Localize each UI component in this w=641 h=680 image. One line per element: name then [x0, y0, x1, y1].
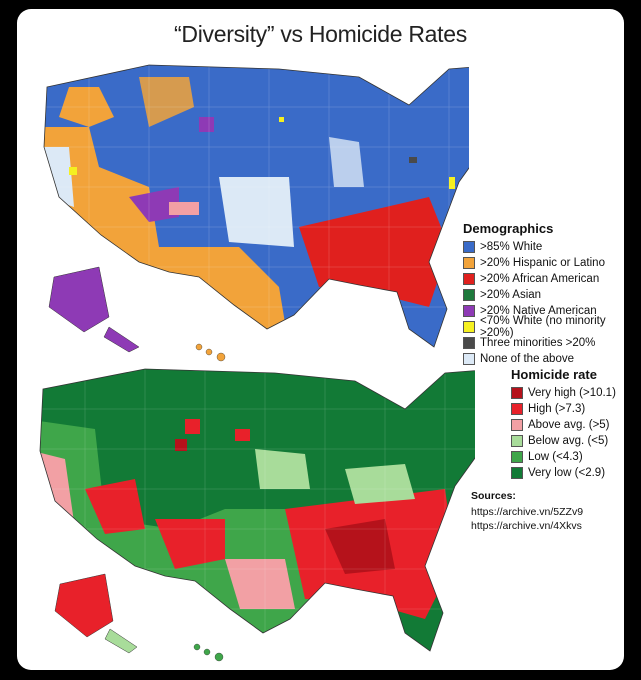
infographic-card: “Diversity” vs Homicide Rates — [17, 9, 624, 670]
legend-swatch — [511, 451, 523, 463]
legend-label: >85% White — [480, 241, 543, 253]
legend-row: >20% Native American — [463, 303, 624, 319]
page-title: “Diversity” vs Homicide Rates — [174, 21, 467, 47]
legend-label: >20% Asian — [480, 289, 542, 301]
legend-swatch — [511, 467, 523, 479]
legend-row: >20% Asian — [463, 287, 624, 303]
legend-label: High (>7.3) — [528, 403, 586, 415]
legend-label: >20% Native American — [480, 305, 597, 317]
legend-swatch — [463, 273, 475, 285]
legend-swatch — [511, 419, 523, 431]
legend-label: Three minorities >20% — [480, 337, 596, 349]
demographics-legend: Demographics >85% White >20% Hispanic or… — [463, 221, 624, 367]
hawaii-shape-homicide — [193, 643, 224, 662]
legend-row: Low (<4.3) — [511, 449, 616, 465]
legend-swatch — [463, 241, 475, 253]
legend-swatch — [463, 321, 475, 333]
legend-row: Very high (>10.1) — [511, 385, 616, 401]
legend-swatch — [463, 257, 475, 269]
homicide-map — [39, 368, 475, 662]
source-link[interactable]: https://archive.vn/5ZZv9 — [471, 506, 584, 518]
legend-swatch — [463, 353, 475, 365]
alaska-shape — [48, 266, 110, 333]
homicide-legend-heading: Homicide rate — [511, 367, 597, 382]
legend-label: >20% Hispanic or Latino — [480, 257, 605, 269]
legend-label: Above avg. (>5) — [528, 419, 610, 431]
legend-row: Below avg. (<5) — [511, 433, 616, 449]
legend-row: None of the above — [463, 351, 624, 367]
demographics-legend-heading: Demographics — [463, 221, 554, 236]
sources-heading: Sources: — [471, 490, 516, 502]
legend-row: >85% White — [463, 239, 624, 255]
legend-label: >20% African American — [480, 273, 600, 285]
legend-swatch — [511, 387, 523, 399]
homicide-legend: Homicide rate Very high (>10.1) High (>7… — [511, 367, 616, 481]
legend-swatch — [511, 403, 523, 415]
sources-block: Sources: https://archive.vn/5ZZv9 https:… — [471, 489, 583, 533]
hawaii-shape — [195, 343, 226, 362]
legend-label: Low (<4.3) — [528, 451, 583, 463]
legend-swatch — [511, 435, 523, 447]
legend-row: Above avg. (>5) — [511, 417, 616, 433]
legend-swatch — [463, 305, 475, 317]
legend-label: Below avg. (<5) — [528, 435, 609, 447]
legend-swatch — [463, 337, 475, 349]
legend-row: High (>7.3) — [511, 401, 616, 417]
legend-row: >20% Hispanic or Latino — [463, 255, 624, 271]
legend-row: <70% White (no minority >20%) — [463, 315, 624, 339]
legend-label: Very high (>10.1) — [528, 387, 616, 399]
legend-row: Very low (<2.9) — [511, 465, 616, 481]
legend-label: None of the above — [480, 353, 574, 365]
legend-label: Very low (<2.9) — [528, 467, 606, 479]
demographics-map — [43, 64, 469, 362]
legend-row: Three minorities >20% — [463, 335, 624, 351]
legend-label: <70% White (no minority >20%) — [480, 315, 606, 339]
legend-row: >20% African American — [463, 271, 624, 287]
source-link[interactable]: https://archive.vn/4Xkvs — [471, 520, 582, 532]
legend-swatch — [463, 289, 475, 301]
alaska-shape-homicide — [54, 573, 114, 638]
